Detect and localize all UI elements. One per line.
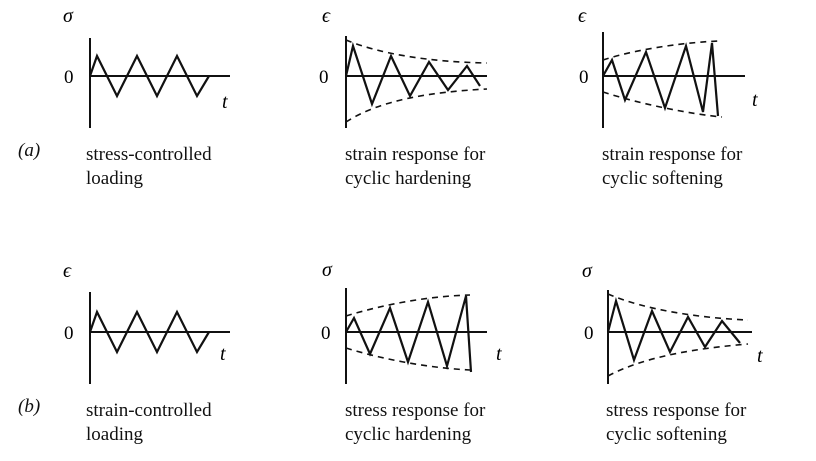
t-label: t	[220, 343, 226, 365]
strain-response	[344, 41, 481, 108]
t-label: t	[752, 89, 758, 111]
upper-envelope	[345, 294, 471, 317]
panel-b3: σ 0 t	[582, 260, 763, 384]
caption-a2-line1: strain response for	[345, 144, 486, 165]
t-label: t	[496, 343, 502, 365]
caption-a2-line2: cyclic hardening	[345, 168, 472, 189]
y-axis-label: ϵ	[63, 260, 72, 282]
row-tag-b: (b)	[18, 396, 41, 417]
y-axis-label: ϵ	[322, 5, 331, 27]
zero-label: 0	[319, 67, 329, 88]
caption-b1-line2: loading	[86, 424, 143, 445]
lower-envelope	[607, 343, 749, 377]
y-axis-label: ϵ	[578, 5, 587, 27]
zero-label: 0	[584, 323, 594, 344]
lower-envelope	[345, 88, 488, 123]
strain-waveform	[88, 309, 210, 355]
caption-b2-line2: cyclic hardening	[345, 424, 472, 445]
panel-b1: ϵ 0 t	[63, 260, 230, 384]
caption-b3-line1: stress response for	[606, 400, 747, 421]
stress-response	[345, 295, 473, 373]
row-tag-a: (a)	[18, 140, 41, 161]
y-axis-label: σ	[63, 5, 74, 27]
stress-response	[606, 296, 741, 364]
zero-label: 0	[64, 323, 74, 344]
panel-a3: ϵ 0 t	[578, 5, 758, 128]
y-axis-label: σ	[582, 260, 593, 282]
upper-envelope	[345, 39, 488, 64]
caption-b3-line2: cyclic softening	[606, 424, 727, 445]
upper-envelope	[602, 40, 721, 61]
caption-a1-line2: loading	[86, 168, 143, 189]
panel-a2: ϵ 0	[319, 5, 488, 128]
strain-response	[602, 42, 720, 117]
caption-b2-line1: stress response for	[345, 400, 486, 421]
lower-envelope	[602, 91, 723, 118]
y-axis-label: σ	[322, 259, 333, 281]
panel-b2: σ 0 t	[321, 259, 502, 384]
zero-label: 0	[579, 67, 589, 88]
panel-a1: σ 0 t	[63, 5, 230, 128]
t-label: t	[222, 91, 228, 113]
caption-a3-line1: strain response for	[602, 144, 743, 165]
caption-b1-line1: strain-controlled	[86, 400, 212, 421]
upper-envelope	[607, 293, 749, 321]
zero-label: 0	[321, 323, 331, 344]
lower-envelope	[345, 347, 471, 371]
caption-a1-line1: stress-controlled	[86, 144, 212, 165]
caption-a3-line2: cyclic softening	[602, 168, 723, 189]
stress-waveform	[88, 53, 210, 99]
t-label: t	[757, 345, 763, 367]
zero-label: 0	[64, 67, 74, 88]
